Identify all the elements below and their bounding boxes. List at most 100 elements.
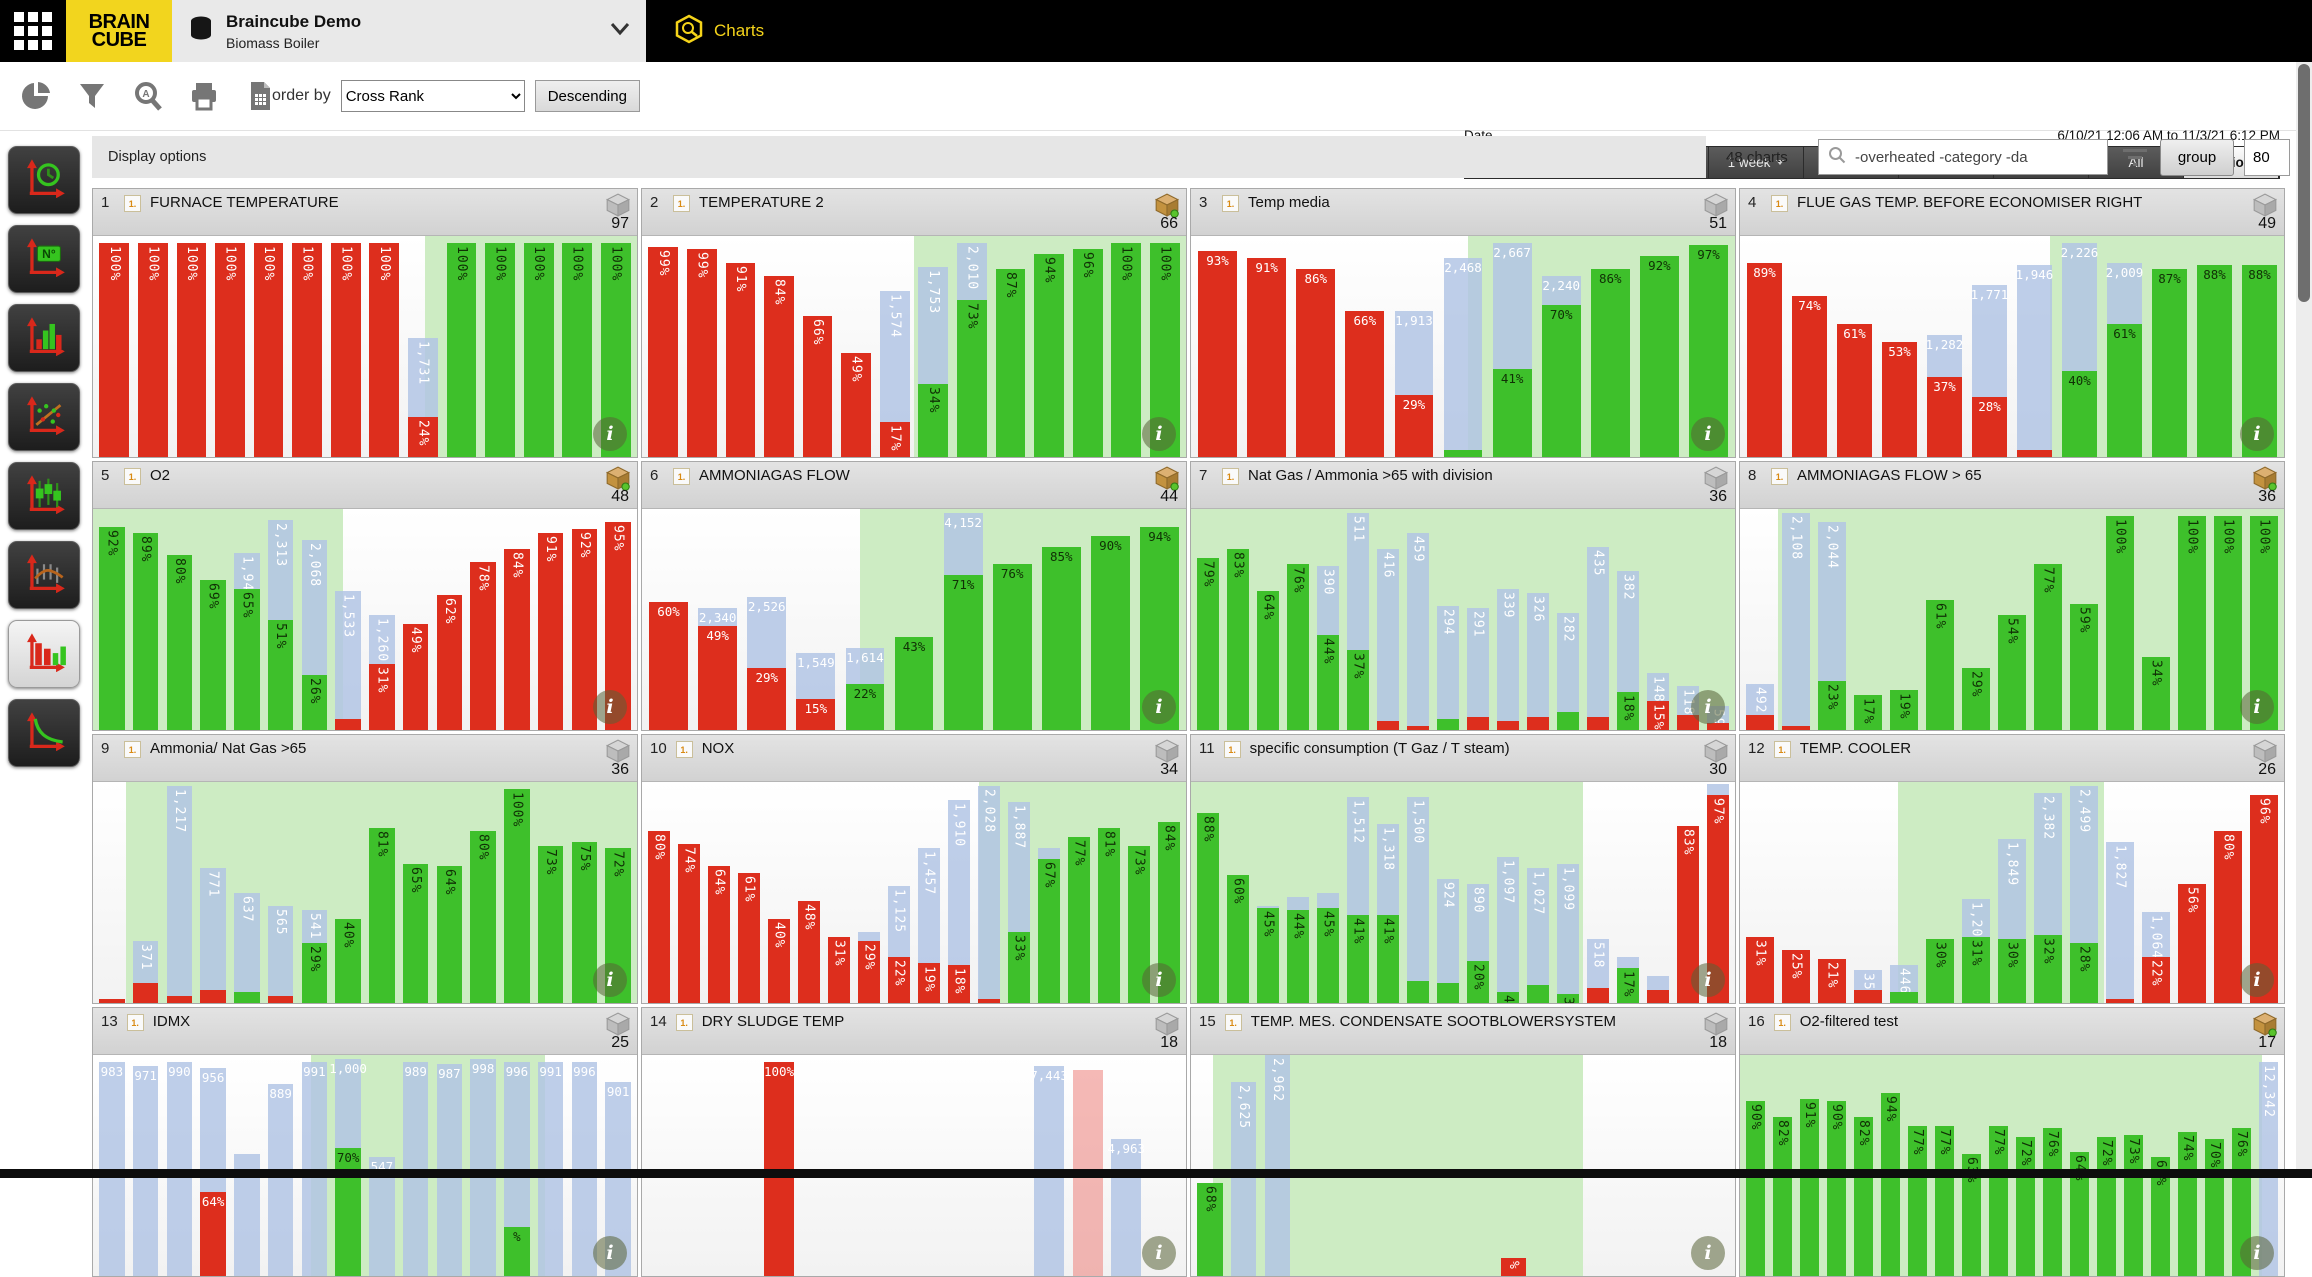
green-bar[interactable]: 77%: [1907, 1125, 1928, 1276]
count-bar[interactable]: 924: [1436, 879, 1460, 1003]
red-bar[interactable]: [2016, 450, 2053, 457]
green-bar[interactable]: 44%: [1286, 910, 1310, 1003]
info-icon[interactable]: i: [593, 963, 627, 997]
red-bar[interactable]: 100%: [330, 242, 361, 457]
search-input[interactable]: [1853, 147, 2098, 167]
red-bar[interactable]: [1676, 714, 1700, 730]
red-bar[interactable]: 24%: [408, 417, 438, 457]
green-bar[interactable]: 54%: [1998, 615, 2026, 730]
chart-plot-area[interactable]: 983 971 990 956 64% 889 991 1,000 70% 547 989 987 99…: [93, 1055, 637, 1276]
green-bar[interactable]: 92%: [1640, 255, 1679, 457]
green-bar[interactable]: 80%: [470, 830, 496, 1003]
chart-card[interactable]: 10 1. NOX 34 80% 74% 64% 61% 40% 48% 31% 29% 1,125 22…: [641, 734, 1187, 1004]
green-bar[interactable]: 60%: [1226, 874, 1250, 1003]
cube-icon[interactable]: [2252, 192, 2278, 218]
info-icon[interactable]: i: [593, 1236, 627, 1270]
red-bar[interactable]: 40%: [767, 919, 791, 1003]
chart-plot-area[interactable]: 99% 99% 91% 84% 66% 1,31449% 1,574 17% 1,753 34% 2…: [642, 236, 1186, 457]
green-bar[interactable]: 94%: [1880, 1092, 1901, 1276]
green-bar[interactable]: 28%: [2070, 943, 2098, 1003]
red-bar[interactable]: [1376, 721, 1400, 730]
red-bar[interactable]: [2106, 998, 2134, 1003]
red-bar[interactable]: 91%: [725, 262, 756, 457]
green-bar[interactable]: 45%: [1316, 907, 1340, 1003]
count-bar[interactable]: 1,217: [166, 786, 193, 1003]
count-bar[interactable]: 435: [1586, 546, 1610, 730]
green-bar[interactable]: 43%: [894, 637, 934, 730]
app-selector[interactable]: Braincube Demo Biomass Boiler: [172, 0, 646, 62]
count-bar[interactable]: 2,625: [1230, 1081, 1257, 1276]
count-bar[interactable]: 565: [267, 905, 294, 1003]
red-bar[interactable]: [1782, 725, 1810, 730]
green-bar[interactable]: 40%: [2061, 370, 2098, 457]
red-bar[interactable]: 60%: [649, 601, 688, 730]
red-bar[interactable]: 62%: [436, 595, 463, 730]
red-bar[interactable]: 31%: [369, 663, 395, 730]
green-bar[interactable]: 19%: [1890, 690, 1918, 730]
red-bar[interactable]: 84%: [504, 548, 530, 730]
count-bar[interactable]: 1,827: [2106, 841, 2134, 1003]
red-bar[interactable]: [1406, 725, 1430, 730]
red-bar[interactable]: 56%: [2178, 883, 2206, 1003]
green-bar[interactable]: 73%: [2123, 1134, 2144, 1276]
green-bar[interactable]: 100%: [2178, 515, 2206, 730]
red-bar[interactable]: 18%: [947, 965, 971, 1003]
search-a-icon[interactable]: A: [132, 80, 164, 112]
red-bar[interactable]: 66%: [802, 315, 833, 457]
date-range-button-1-week[interactable]: 1 week: [1709, 147, 1804, 178]
red-bar[interactable]: [99, 998, 125, 1003]
green-bar[interactable]: 92%: [99, 526, 125, 730]
red-bar[interactable]: [1586, 716, 1610, 730]
sort-lines-icon[interactable]: [2122, 146, 2148, 168]
chart-card[interactable]: 6 1. AMMONIAGAS FLOW 44 60% 2,340 49% 2,526 29% 1…: [641, 461, 1187, 731]
count-bar[interactable]: 294: [1436, 606, 1460, 730]
green-bar[interactable]: 45%: [1256, 907, 1280, 1003]
green-bar[interactable]: 22%: [845, 683, 885, 730]
chart-card[interactable]: 2 1. TEMPERATURE 2 66 99% 99% 91% 84% 66% 1,31449…: [641, 188, 1187, 458]
green-bar[interactable]: 74%: [2177, 1132, 2198, 1276]
green-bar[interactable]: 75%: [571, 841, 598, 1003]
red-bar[interactable]: 48%: [797, 901, 821, 1003]
green-bar[interactable]: 70%: [1541, 304, 1581, 457]
green-bar[interactable]: 70%: [2204, 1138, 2225, 1276]
red-bar[interactable]: 22%: [887, 956, 911, 1003]
box-icon[interactable]: [605, 465, 631, 491]
chart-plot-area[interactable]: 79% 83% 64% 76% 390 44% 511 37% 416 459 294 291 339 3…: [1191, 509, 1735, 730]
tab-charts[interactable]: Charts: [646, 0, 792, 62]
cube-icon[interactable]: [605, 1011, 631, 1037]
sidebar-item-bar-chart[interactable]: [8, 620, 80, 688]
green-bar[interactable]: 72%: [2015, 1136, 2036, 1276]
red-bar[interactable]: 64%: [707, 865, 731, 1003]
green-bar[interactable]: 100%: [523, 242, 554, 457]
red-bar[interactable]: 53%: [1881, 342, 1918, 457]
red-bar[interactable]: 91%: [1247, 258, 1287, 457]
green-bar[interactable]: 83%: [1226, 548, 1250, 730]
sidebar-item-boxplot-chart[interactable]: [8, 462, 80, 530]
chart-plot-area[interactable]: 371 1,217 771 637 565 541 29% 40% 81% 65% 64% 80% 10…: [93, 782, 637, 1003]
green-bar[interactable]: 68%: [1197, 1183, 1223, 1276]
red-bar[interactable]: 61%: [1836, 324, 1873, 457]
export-file-icon[interactable]: [244, 80, 276, 112]
red-bar[interactable]: [1746, 714, 1774, 730]
count-bar[interactable]: 382: [1616, 570, 1640, 730]
green-bar[interactable]: 100%: [2106, 515, 2134, 730]
green-bar[interactable]: 3%: [1556, 994, 1580, 1003]
green-bar[interactable]: 76%: [992, 564, 1032, 730]
info-icon[interactable]: i: [2240, 417, 2274, 451]
red-bar[interactable]: 49%: [841, 353, 872, 457]
green-bar[interactable]: [234, 991, 260, 1003]
green-bar[interactable]: 69%: [200, 579, 226, 730]
red-bar[interactable]: 37%: [1926, 377, 1963, 457]
green-bar[interactable]: 100%: [562, 242, 593, 457]
count-bar[interactable]: 1,946: [2016, 264, 2053, 457]
pie-chart-icon[interactable]: [20, 80, 52, 112]
count-bar[interactable]: 1,533: [335, 590, 361, 730]
chart-plot-area[interactable]: 100% 7,443 4,963 i: [642, 1055, 1186, 1276]
chart-plot-area[interactable]: 31% 25% 21% 354 446 30% 1,202 31% 1,849 30% 2,382 3…: [1740, 782, 2284, 1003]
green-bar[interactable]: 31%: [1962, 936, 1990, 1003]
green-bar[interactable]: 72%: [2096, 1136, 2117, 1276]
green-bar[interactable]: 96%: [1072, 249, 1103, 457]
info-icon[interactable]: i: [1691, 1236, 1725, 1270]
red-bar[interactable]: 29%: [857, 941, 881, 1003]
info-icon[interactable]: i: [593, 417, 627, 451]
